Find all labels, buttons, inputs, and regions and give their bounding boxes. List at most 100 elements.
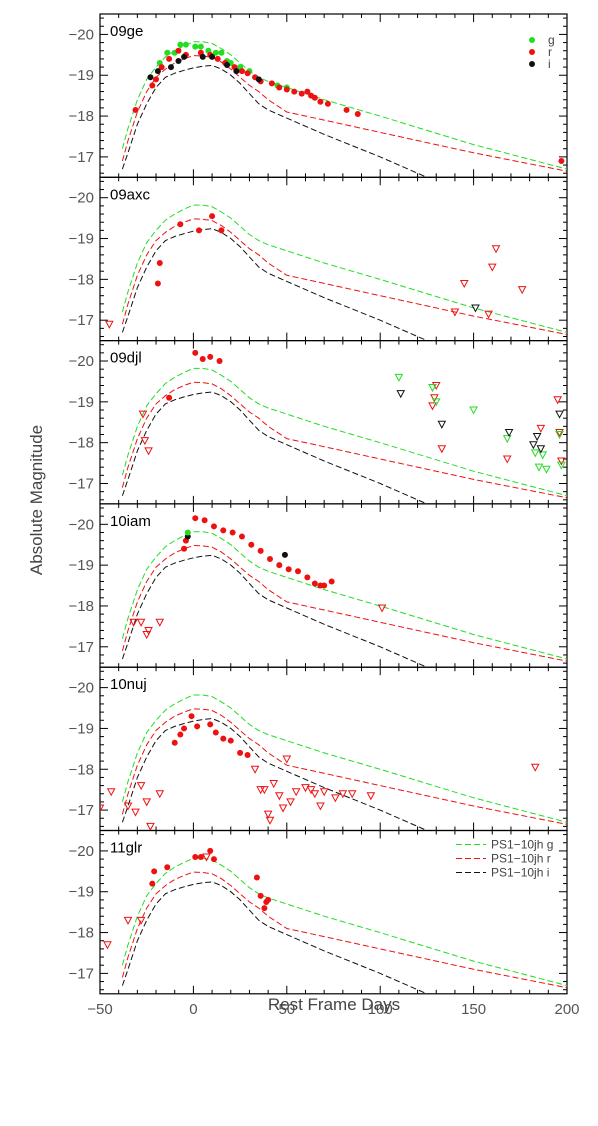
upper-limit-marker: [530, 449, 540, 458]
data-point: [175, 47, 182, 54]
data-point: [255, 76, 262, 83]
data-point: [194, 723, 201, 730]
y-tick-label: −20: [69, 26, 94, 43]
data-point: [233, 68, 240, 75]
upper-limit-marker: [282, 755, 292, 764]
data-point: [182, 41, 189, 48]
data-point: [268, 80, 275, 87]
upper-limit-marker: [301, 784, 310, 793]
data-point: [149, 82, 156, 89]
model-line-r: [121, 55, 567, 172]
y-tick-label: −17: [69, 965, 94, 982]
panel-09axc: −20 −19 −18 −17 09axc: [69, 176, 568, 342]
upper-limit-marker: [530, 763, 540, 772]
data-point: [151, 868, 158, 875]
upper-limit-marker: [555, 428, 564, 438]
upper-limit-marker: [138, 410, 148, 419]
y-tick-label: −19: [69, 394, 94, 411]
data-point: [207, 721, 214, 728]
data-point: [175, 57, 182, 64]
upper-limit-marker: [331, 794, 340, 803]
data-point: [311, 580, 318, 587]
y-tick-label: −18: [69, 271, 94, 288]
data-point: [158, 64, 165, 71]
data-point: [153, 76, 160, 83]
data-point: [154, 280, 161, 287]
panel-09djl: −20 −19 −18 −17 09djl: [69, 340, 568, 505]
upper-limit-marker: [106, 788, 116, 797]
panel-frame: [99, 829, 568, 995]
data-point: [210, 523, 217, 530]
upper-limit-marker: [316, 802, 325, 811]
upper-limit-marker: [377, 604, 387, 613]
data-point: [171, 739, 178, 746]
model-line-i: [121, 391, 429, 504]
data-point: [207, 847, 214, 854]
data-point: [343, 106, 350, 113]
data-point: [181, 545, 188, 552]
legend-model-label-i: PS1−10jh i: [491, 866, 549, 880]
y-tick-label: −20: [69, 353, 94, 370]
panel-frame: [99, 503, 568, 668]
y-tick-label: −17: [69, 312, 94, 329]
data-point: [132, 106, 139, 113]
upper-limit-marker: [123, 802, 133, 811]
legend-label-i: i: [548, 57, 551, 71]
data-point: [214, 55, 221, 62]
upper-limit-marker: [366, 792, 376, 801]
upper-limit-marker: [431, 382, 441, 391]
upper-limit-marker: [538, 451, 548, 460]
upper-limit-marker: [502, 455, 512, 464]
model-line-g: [121, 531, 567, 660]
data-point: [266, 556, 273, 563]
panel-plot-area: [121, 349, 567, 504]
upper-limit-marker: [534, 463, 544, 472]
data-point: [261, 905, 268, 912]
upper-limit-marker: [459, 279, 469, 288]
data-point: [199, 355, 206, 362]
panel-10nuj: −20 −19 −18 −17 10nuj: [69, 666, 568, 832]
data-point: [184, 529, 191, 536]
data-point: [207, 353, 214, 360]
panel-10iam: −20 −19 −18 −17 10iam: [69, 503, 568, 668]
y-tick-label: −19: [69, 231, 94, 248]
panel-label: 11glr: [110, 840, 142, 857]
y-tick-label: −18: [69, 598, 94, 615]
upper-limit-marker: [437, 445, 447, 454]
data-point: [196, 227, 203, 234]
panel-label: 09ge: [110, 23, 143, 40]
data-point: [181, 53, 188, 60]
x-tick-label: 200: [554, 1001, 579, 1018]
data-point: [177, 41, 184, 48]
panel-label: 09axc: [110, 186, 151, 203]
upper-limit-marker: [347, 790, 357, 799]
data-point: [321, 582, 328, 589]
upper-limit-marker: [269, 780, 279, 789]
upper-limit-marker: [274, 792, 284, 801]
legend-label-r: r: [548, 45, 552, 59]
legend-model-label-r: PS1−10jh r: [491, 852, 551, 866]
y-axis-title: Absolute Magnitude: [27, 425, 46, 575]
upper-limit-marker: [260, 786, 269, 795]
upper-limit-marker: [394, 373, 404, 382]
data-point: [164, 49, 171, 56]
model-line-i: [121, 64, 429, 178]
x-tick-label: 0: [189, 1001, 197, 1018]
data-point: [167, 64, 174, 71]
model-line-r: [121, 871, 567, 989]
data-point: [298, 90, 305, 97]
panel-label: 10iam: [110, 513, 151, 530]
data-point: [317, 98, 324, 105]
data-point: [281, 551, 288, 558]
upper-limit-marker: [250, 765, 260, 774]
data-point: [164, 864, 171, 871]
data-point: [220, 735, 227, 742]
data-point: [212, 729, 219, 736]
model-line-i: [121, 554, 429, 668]
upper-limit-marker: [291, 788, 301, 797]
x-axis-title: Rest Frame Days: [268, 995, 400, 1014]
upper-limit-marker: [469, 406, 478, 415]
data-point: [304, 88, 311, 95]
